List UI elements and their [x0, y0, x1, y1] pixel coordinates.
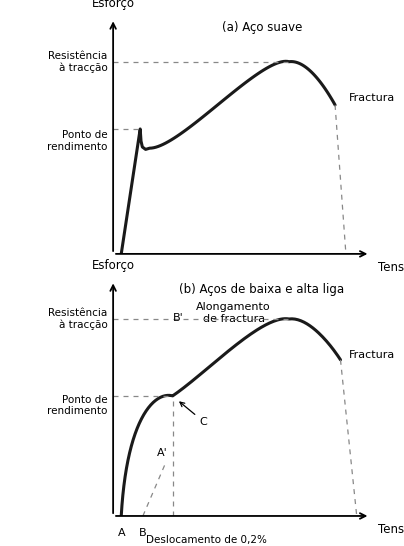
- Text: Tensão: Tensão: [379, 261, 404, 274]
- Text: (b) Aços de baixa e alta liga: (b) Aços de baixa e alta liga: [179, 283, 345, 296]
- Text: Deslocamento de 0,2%: Deslocamento de 0,2%: [145, 535, 267, 545]
- Text: Ponto de
rendimento: Ponto de rendimento: [47, 395, 108, 416]
- Text: Fractura: Fractura: [349, 93, 395, 103]
- Text: Tensão: Tensão: [379, 523, 404, 536]
- Text: (a) Aço suave: (a) Aço suave: [222, 21, 302, 34]
- Text: Resistência
à tracção: Resistência à tracção: [48, 308, 108, 330]
- Text: A: A: [118, 528, 125, 538]
- Text: B: B: [139, 528, 147, 538]
- Text: Ponto de
rendimento: Ponto de rendimento: [47, 130, 108, 152]
- Text: C: C: [180, 402, 208, 426]
- Text: Alongamento
de fractura: Alongamento de fractura: [196, 302, 271, 324]
- Text: B': B': [173, 312, 183, 323]
- Text: Fractura: Fractura: [349, 350, 395, 360]
- Text: A': A': [156, 448, 167, 458]
- Text: Esforço: Esforço: [92, 0, 135, 10]
- Text: Esforço: Esforço: [92, 259, 135, 272]
- Text: Resistência
à tracção: Resistência à tracção: [48, 51, 108, 73]
